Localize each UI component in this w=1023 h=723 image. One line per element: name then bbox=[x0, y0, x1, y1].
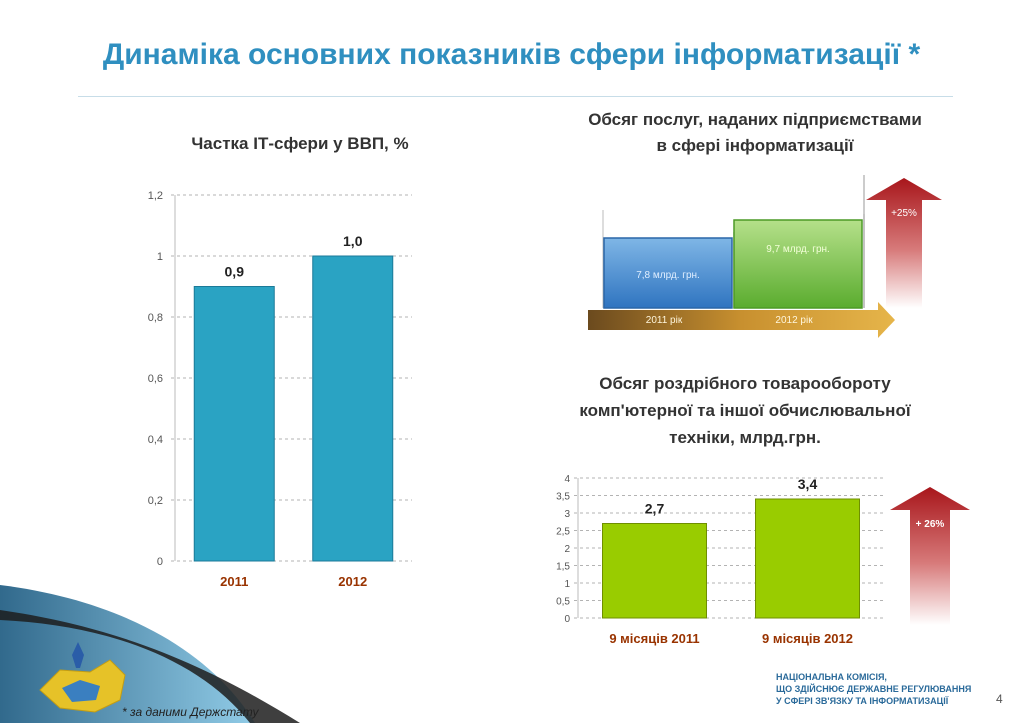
chart2-category-label: 2011 рік bbox=[646, 315, 683, 326]
page-number: 4 bbox=[996, 692, 1003, 706]
chart3-growth-arrow bbox=[890, 487, 970, 625]
chart2-title-line: в сфері інформатизації bbox=[656, 136, 854, 155]
chart3-title-line: техніки, млрд.грн. bbox=[669, 428, 821, 447]
chart3-title: Обсяг роздрібного товарообороту комп'юте… bbox=[530, 370, 960, 451]
chart-retail-turnover: 0 0,5 1 1,5 2 2,5 3 3,5 4 2,7 9 місяців 2011 3,4 9 м… bbox=[556, 474, 970, 646]
chart1-bar bbox=[312, 255, 394, 562]
chart3-y-tick-label: 3 bbox=[564, 509, 570, 520]
chart1-category-label: 2011 bbox=[220, 574, 248, 589]
chart1-data-label: 1,0 bbox=[343, 233, 363, 249]
chart3-bar bbox=[755, 498, 860, 619]
chart2-growth-label: +25% bbox=[891, 208, 917, 219]
chart3-y-tick-label: 1,5 bbox=[556, 562, 570, 573]
title-divider bbox=[78, 96, 953, 97]
chart3-y-tick-label: 2,5 bbox=[556, 527, 570, 538]
chart-services-volume: 7,8 млрд. грн. 2011 рік 9,7 млрд. грн. 2012… bbox=[588, 175, 942, 338]
chart-it-share: 0 0,2 0,4 0,6 0,8 1 1,2 0,9 2011 1,0 2012 bbox=[148, 190, 412, 589]
chart3-data-label: 2,7 bbox=[645, 501, 665, 517]
chart2-data-label: 9,7 млрд. грн. bbox=[766, 244, 830, 255]
footer-line: ЩО ЗДІЙСНЮЄ ДЕРЖАВНЕ РЕГУЛЮВАННЯ bbox=[776, 684, 972, 694]
chart3-y-tick-label: 0 bbox=[564, 614, 570, 625]
chart3-y-tick-label: 2 bbox=[564, 544, 570, 555]
chart1-y-tick-label: 0,8 bbox=[148, 312, 163, 324]
chart3-bar bbox=[602, 523, 707, 619]
chart2-title: Обсяг послуг, наданих підприємствами в с… bbox=[545, 107, 965, 159]
chart2-bar bbox=[733, 219, 863, 309]
chart1-y-tick-label: 0,4 bbox=[148, 434, 163, 446]
source-note: * за даними Держстату bbox=[122, 705, 259, 719]
chart3-category-label: 9 місяців 2011 bbox=[609, 631, 699, 646]
footer-line: У СФЕРІ ЗВ'ЯЗКУ ТА ІНФОРМАТИЗАЦІЇ bbox=[776, 696, 949, 706]
chart1-data-label: 0,9 bbox=[225, 264, 245, 280]
chart1-y-tick-label: 0,2 bbox=[148, 495, 163, 507]
chart3-title-line: Обсяг роздрібного товарообороту bbox=[599, 374, 891, 393]
chart1-bar bbox=[193, 286, 275, 562]
footer-organization: НАЦІОНАЛЬНА КОМІСІЯ, ЩО ЗДІЙСНЮЄ ДЕРЖАВН… bbox=[776, 671, 996, 707]
chart2-data-label: 7,8 млрд. грн. bbox=[636, 270, 700, 281]
chart1-y-tick-label: 1 bbox=[157, 251, 163, 263]
chart3-y-tick-label: 3,5 bbox=[556, 492, 570, 503]
chart3-category-label: 9 місяців 2012 bbox=[762, 631, 853, 646]
chart2-growth-arrow bbox=[866, 178, 942, 308]
chart2-title-line: Обсяг послуг, наданих підприємствами bbox=[588, 110, 922, 129]
chart3-y-tick-label: 4 bbox=[564, 474, 570, 485]
chart3-growth-label: + 26% bbox=[916, 519, 945, 530]
chart2-bar bbox=[603, 237, 733, 309]
chart1-title: Частка ІТ-сфери у ВВП, % bbox=[191, 134, 409, 153]
chart3-title-line: комп'ютерної та іншої обчислювальної bbox=[579, 401, 911, 420]
chart1-y-tick-label: 0 bbox=[157, 556, 163, 568]
chart2-timeline-arrow bbox=[588, 302, 895, 338]
chart2-category-label: 2012 рік bbox=[775, 315, 813, 326]
slide-title: Динаміка основних показників сфери інфор… bbox=[102, 38, 921, 71]
chart3-data-label: 3,4 bbox=[798, 476, 818, 492]
chart1-y-tick-label: 0,6 bbox=[148, 373, 163, 385]
bottom-swoosh bbox=[0, 585, 300, 723]
footer-line: НАЦІОНАЛЬНА КОМІСІЯ, bbox=[776, 672, 887, 682]
chart1-y-tick-label: 1,2 bbox=[148, 190, 163, 202]
ukraine-map-emblem-icon bbox=[39, 642, 126, 713]
chart3-y-tick-label: 0,5 bbox=[556, 597, 570, 608]
chart1-category-label: 2012 bbox=[338, 574, 367, 589]
chart3-y-tick-label: 1 bbox=[564, 579, 570, 590]
